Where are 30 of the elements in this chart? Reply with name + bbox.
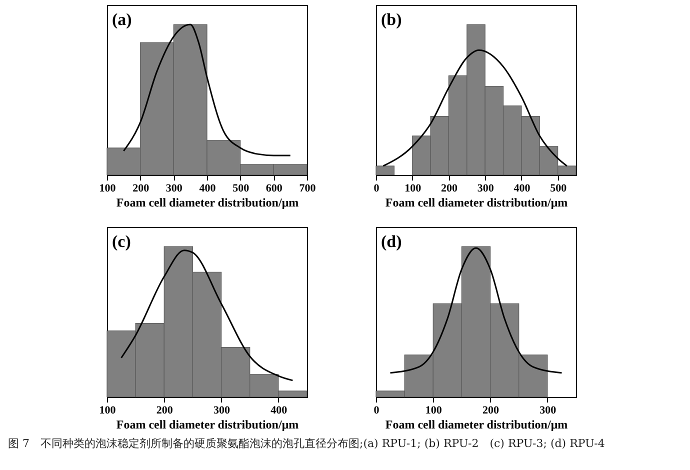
x-tick-label: 100 — [99, 182, 116, 194]
x-axis-title: Foam cell diameter distribution/μm — [116, 196, 299, 210]
x-tick-label: 400 — [514, 182, 531, 194]
x-tick-label: 300 — [477, 182, 494, 194]
x-axis-title: Foam cell diameter distribution/μm — [385, 196, 568, 210]
x-tick-label: 300 — [214, 404, 231, 416]
x-tick-label: 100 — [99, 404, 116, 416]
caption: 图 7 不同种类的泡沫稳定剂所制备的硬质聚氨酯泡沫的泡孔直径分布图;(a) RPU-1; (b) RPU-2 (c) RPU-3; (d) RPU-4 — [8, 436, 606, 452]
x-tick-label: 400 — [199, 182, 216, 194]
x-tick-label: 200 — [132, 182, 150, 194]
x-tick-label: 100 — [425, 404, 442, 416]
x-tick-label: 600 — [266, 182, 283, 194]
chart-title: (b) — [381, 10, 402, 29]
x-tick-label: 0 — [374, 182, 380, 194]
chart-title: (c) — [112, 232, 131, 251]
x-axis-title: Foam cell diameter distribution/μm — [385, 418, 568, 432]
x-tick-label: 500 — [550, 182, 568, 194]
x-axis-title: Foam cell diameter distribution/μm — [116, 418, 299, 432]
chart-title: (d) — [381, 232, 402, 251]
x-tick-label: 300 — [166, 182, 183, 194]
x-tick-label: 400 — [270, 404, 288, 416]
x-tick-label: 200 — [156, 404, 174, 416]
x-tick-label: 100 — [404, 182, 422, 194]
x-tick-label: 700 — [299, 182, 316, 194]
x-tick-label: 300 — [540, 404, 557, 416]
x-tick-label: 200 — [440, 182, 458, 194]
x-tick-label: 0 — [374, 404, 380, 416]
x-tick-label: 200 — [482, 404, 500, 416]
x-tick-label: 500 — [232, 182, 250, 194]
chart-title: (a) — [112, 10, 132, 29]
